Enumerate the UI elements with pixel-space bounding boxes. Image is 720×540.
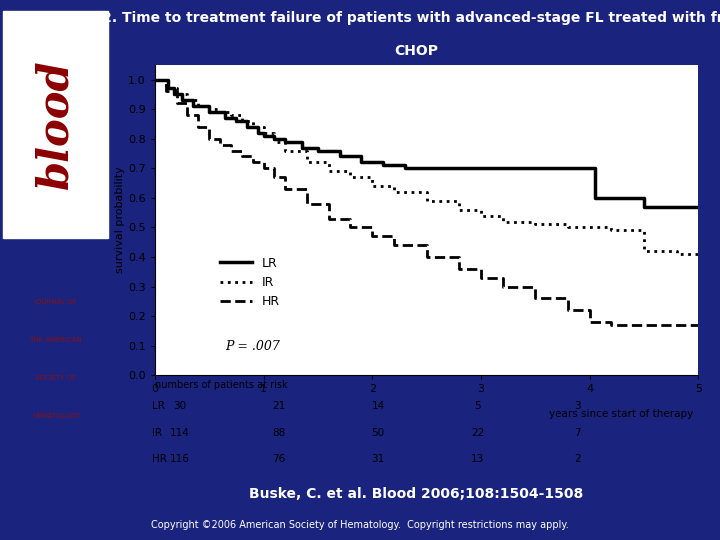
Text: blood: blood <box>35 59 77 189</box>
Text: IR: IR <box>152 428 162 438</box>
Text: Buske, C. et al. Blood 2006;108:1504-1508: Buske, C. et al. Blood 2006;108:1504-150… <box>248 487 583 501</box>
Text: HR: HR <box>152 455 167 464</box>
Text: 31: 31 <box>372 455 385 464</box>
Legend: LR, IR, HR: LR, IR, HR <box>215 252 285 313</box>
Text: 116: 116 <box>169 455 189 464</box>
Text: 30: 30 <box>173 401 186 411</box>
Text: JOURNAL OF: JOURNAL OF <box>35 299 77 306</box>
Text: 22: 22 <box>471 428 485 438</box>
Text: numbers of patients at risk: numbers of patients at risk <box>155 380 287 390</box>
Text: Copyright ©2006 American Society of Hematology.  Copyright restrictions may appl: Copyright ©2006 American Society of Hema… <box>151 520 569 530</box>
Text: years since start of therapy: years since start of therapy <box>549 409 693 419</box>
Text: SOCIETY OF: SOCIETY OF <box>35 375 76 381</box>
Text: LR: LR <box>152 401 165 411</box>
Text: P = .007: P = .007 <box>225 340 280 354</box>
Text: 21: 21 <box>272 401 285 411</box>
Text: 14: 14 <box>372 401 385 411</box>
Text: 13: 13 <box>471 455 485 464</box>
Text: 7: 7 <box>574 428 580 438</box>
Text: 5: 5 <box>474 401 481 411</box>
FancyBboxPatch shape <box>4 11 108 238</box>
Text: 114: 114 <box>169 428 189 438</box>
Y-axis label: survival probability: survival probability <box>115 167 125 273</box>
Text: 3: 3 <box>574 401 580 411</box>
Text: 2: 2 <box>574 455 580 464</box>
Text: Figure 2. Time to treatment failure of patients with advanced-stage FL treated w: Figure 2. Time to treatment failure of p… <box>48 11 720 25</box>
Text: 76: 76 <box>272 455 285 464</box>
Text: 50: 50 <box>372 428 384 438</box>
Text: HEMATOLOGY: HEMATOLOGY <box>32 413 80 419</box>
Text: CHOP: CHOP <box>394 44 438 58</box>
Text: THE AMERICAN: THE AMERICAN <box>30 337 82 343</box>
Text: 88: 88 <box>272 428 285 438</box>
